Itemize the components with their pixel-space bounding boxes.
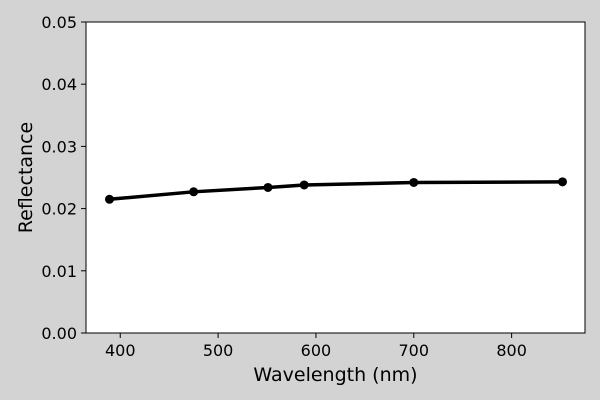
plot-area [85,21,586,334]
x-axis-ticks: 400 500 600 700 800 [105,333,527,360]
data-point [104,194,114,204]
x-tick-label: 800 [496,341,527,360]
x-tick-label: 500 [203,341,234,360]
y-tick-label: 0.03 [41,137,77,156]
y-tick-label: 0.05 [41,13,77,32]
y-tick-label: 0.04 [41,75,77,94]
y-axis-title: Reflectance [15,122,37,233]
y-tick-label: 0.01 [41,262,77,281]
x-tick-label: 400 [105,341,136,360]
y-tick-label: 0.02 [41,200,77,219]
series-layer [104,177,567,204]
x-axis-title: Wavelength (nm) [253,364,417,386]
y-axis-ticks: 0.00 0.01 0.02 0.03 0.04 0.05 [41,13,86,343]
y-tick-label: 0.00 [41,324,77,343]
data-point [189,187,199,197]
data-point [299,180,309,190]
series-line [107,180,565,202]
data-point [263,182,273,192]
data-point [557,177,567,187]
x-tick-label: 700 [399,341,430,360]
x-tick-label: 600 [301,341,332,360]
data-point [409,177,419,187]
